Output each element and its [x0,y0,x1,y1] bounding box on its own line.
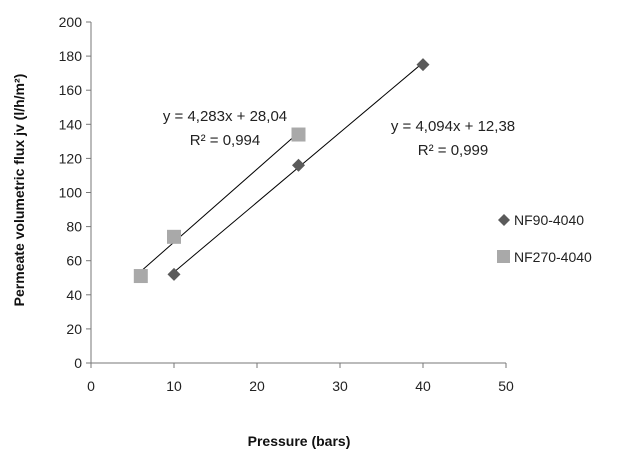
point-nf270-4040 [167,229,181,244]
y-tick-label: 60 [66,253,82,269]
trendlines [140,62,424,273]
y-tick-label: 200 [59,14,83,30]
x-ticks: 0 10 20 30 40 50 [87,363,514,394]
point-nf270-4040 [291,127,306,142]
equation-nf90: y = 4,094x + 12,38 [391,118,515,135]
axes [90,22,506,364]
x-tick-label: 50 [498,378,514,394]
r2-nf270: R² = 0,994 [190,132,260,149]
point-nf90-4040 [292,158,305,172]
y-tick-label: 20 [66,321,82,337]
r2-nf90: R² = 0,999 [418,142,488,159]
legend-label-nf90: NF90-4040 [514,212,584,228]
y-tick-label: 0 [74,355,82,371]
x-tick-label: 30 [332,378,348,394]
y-axis-title: Permeate volumetric flux jv (l/h/m²) [11,74,27,307]
x-axis-title: Pressure (bars) [248,433,351,449]
y-tick-label: 120 [59,150,83,166]
legend: NF90-4040 NF270-4040 [497,212,592,265]
data-points [133,58,430,284]
point-nf270-4040 [133,269,148,284]
legend-marker-nf270 [497,250,510,263]
x-tick-label: 10 [166,378,182,394]
x-tick-label: 0 [87,378,95,394]
y-tick-label: 160 [59,82,83,98]
y-tick-label: 40 [66,287,82,303]
x-tick-label: 20 [249,378,265,394]
legend-label-nf270: NF270-4040 [514,249,592,265]
equation-nf270: y = 4,283x + 28,04 [163,108,287,125]
trendline-nf270-4040 [140,132,299,272]
y-tick-label: 140 [59,116,83,132]
trendline-equations: y = 4,283x + 28,04 R² = 0,994 y = 4,094x… [163,108,515,159]
legend-marker-nf90 [498,214,510,226]
point-nf90-4040 [416,58,430,72]
x-tick-label: 40 [415,378,431,394]
y-tick-label: 80 [66,219,82,235]
y-tick-label: 180 [59,48,83,64]
y-tick-label: 100 [59,185,83,201]
y-ticks: 0 20 40 60 80 100 120 140 160 180 200 [59,14,91,371]
point-nf90-4040 [167,267,181,281]
